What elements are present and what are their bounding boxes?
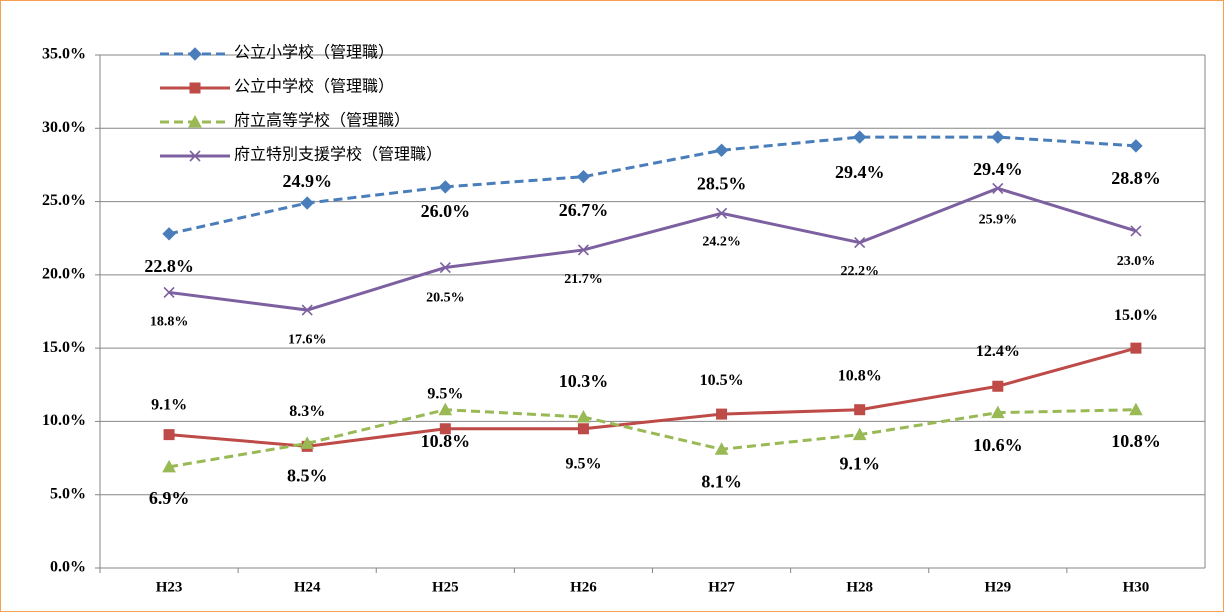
marker	[577, 244, 590, 256]
y-tick-label: 5.0%	[50, 485, 86, 502]
data-label: 10.8%	[1111, 431, 1161, 451]
data-label: 20.5%	[426, 291, 465, 306]
data-label: 10.6%	[973, 435, 1023, 455]
y-tick-label: 0.0%	[50, 559, 86, 576]
marker	[1129, 402, 1143, 416]
data-label: 9.5%	[427, 385, 463, 402]
legend-label: 公立中学校（管理職）	[234, 78, 394, 96]
marker	[715, 207, 728, 219]
data-label: 22.2%	[840, 264, 879, 279]
x-tick-label: H28	[846, 579, 873, 595]
y-tick-label: 30.0%	[42, 119, 86, 136]
data-label: 15.0%	[1114, 307, 1158, 324]
series-line	[168, 135, 1137, 236]
marker	[438, 180, 453, 194]
marker	[189, 82, 201, 94]
marker	[439, 423, 451, 435]
series-line	[168, 186, 1137, 312]
series: 9.1% 8.3% 9.5% 9.5% 10.5% 10.8% 12.4% 15.0% 公立中学…	[151, 78, 1158, 473]
x-tick-label: H24	[294, 579, 321, 595]
marker	[162, 227, 176, 241]
data-label: 23.0%	[1117, 254, 1156, 269]
marker	[300, 196, 314, 210]
x-tick-label: H29	[984, 579, 1011, 595]
data-label: 26.0%	[421, 201, 471, 221]
data-label: 28.5%	[697, 173, 747, 193]
data-label: 10.8%	[838, 367, 882, 384]
y-tick-label: 10.0%	[42, 412, 86, 429]
marker	[189, 150, 201, 162]
marker	[163, 286, 175, 299]
marker	[576, 169, 591, 184]
legend-label: 府立特別支援学校（管理職）	[234, 146, 442, 164]
marker	[300, 436, 315, 449]
marker	[1129, 139, 1143, 153]
marker	[992, 182, 1004, 194]
marker	[714, 143, 729, 157]
marker	[162, 459, 176, 473]
marker	[714, 442, 729, 455]
data-label: 24.2%	[702, 235, 741, 250]
data-label: 8.1%	[701, 471, 742, 491]
series: 18.8% 17.6% 20.5% 21.7% 24.2% 22.2% 25.9% 23.0%…	[150, 146, 1155, 348]
x-tick-label: H23	[156, 579, 183, 595]
data-label: 9.1%	[151, 396, 187, 413]
marker	[716, 408, 728, 420]
marker	[854, 404, 866, 416]
series: 6.9% 8.5% 10.8% 10.3% 8.1% 9.1% 10.6% 10.8% 府立高等…	[149, 112, 1161, 508]
marker	[854, 237, 866, 249]
series-line	[168, 346, 1137, 448]
data-label: 29.4%	[835, 162, 885, 182]
legend-label: 公立小学校（管理職）	[234, 44, 394, 62]
marker	[852, 130, 867, 144]
marker	[188, 114, 202, 128]
series-line	[168, 408, 1136, 469]
data-label: 18.8%	[150, 315, 189, 330]
y-tick-label: 15.0%	[42, 339, 86, 356]
data-label: 8.3%	[289, 403, 325, 420]
x-tick-label: H30	[1123, 579, 1150, 595]
marker	[577, 423, 589, 435]
marker	[438, 402, 453, 416]
marker	[301, 304, 313, 316]
x-tick-label: H26	[570, 579, 597, 595]
marker	[163, 429, 175, 441]
x-tick-label: H25	[432, 579, 459, 595]
marker	[188, 47, 202, 61]
y-tick-label: 20.0%	[42, 266, 86, 283]
x-tick-label: H27	[708, 579, 735, 595]
marker	[992, 380, 1004, 392]
data-label: 25.9%	[979, 213, 1018, 228]
series: 22.8% 24.9% 26.0% 26.7% 28.5% 29.4% 29.4% 28.8%…	[144, 44, 1160, 276]
marker	[852, 427, 867, 441]
data-label: 8.5%	[287, 466, 328, 486]
data-label: 9.5%	[565, 455, 601, 472]
data-label: 21.7%	[564, 272, 603, 287]
marker	[991, 130, 1005, 144]
marker	[1130, 225, 1142, 237]
y-tick-label: 25.0%	[42, 192, 86, 209]
marker	[439, 261, 451, 274]
data-label: 17.6%	[288, 332, 327, 347]
legend-label: 府立高等学校（管理職）	[234, 112, 410, 130]
marker	[576, 409, 591, 423]
data-label: 29.4%	[973, 159, 1023, 179]
data-label: 10.3%	[559, 371, 609, 391]
data-label: 12.4%	[976, 343, 1020, 360]
data-label: 10.8%	[421, 431, 471, 451]
data-label: 10.5%	[700, 372, 744, 389]
data-label: 28.8%	[1111, 168, 1161, 188]
data-label: 24.9%	[282, 171, 332, 191]
data-label: 9.1%	[839, 454, 880, 474]
y-tick-label: 35.0%	[42, 46, 86, 63]
data-label: 26.7%	[559, 200, 609, 220]
data-label: 22.8%	[144, 256, 194, 276]
data-label: 6.9%	[149, 488, 190, 508]
marker	[1130, 342, 1142, 354]
marker	[990, 405, 1005, 419]
